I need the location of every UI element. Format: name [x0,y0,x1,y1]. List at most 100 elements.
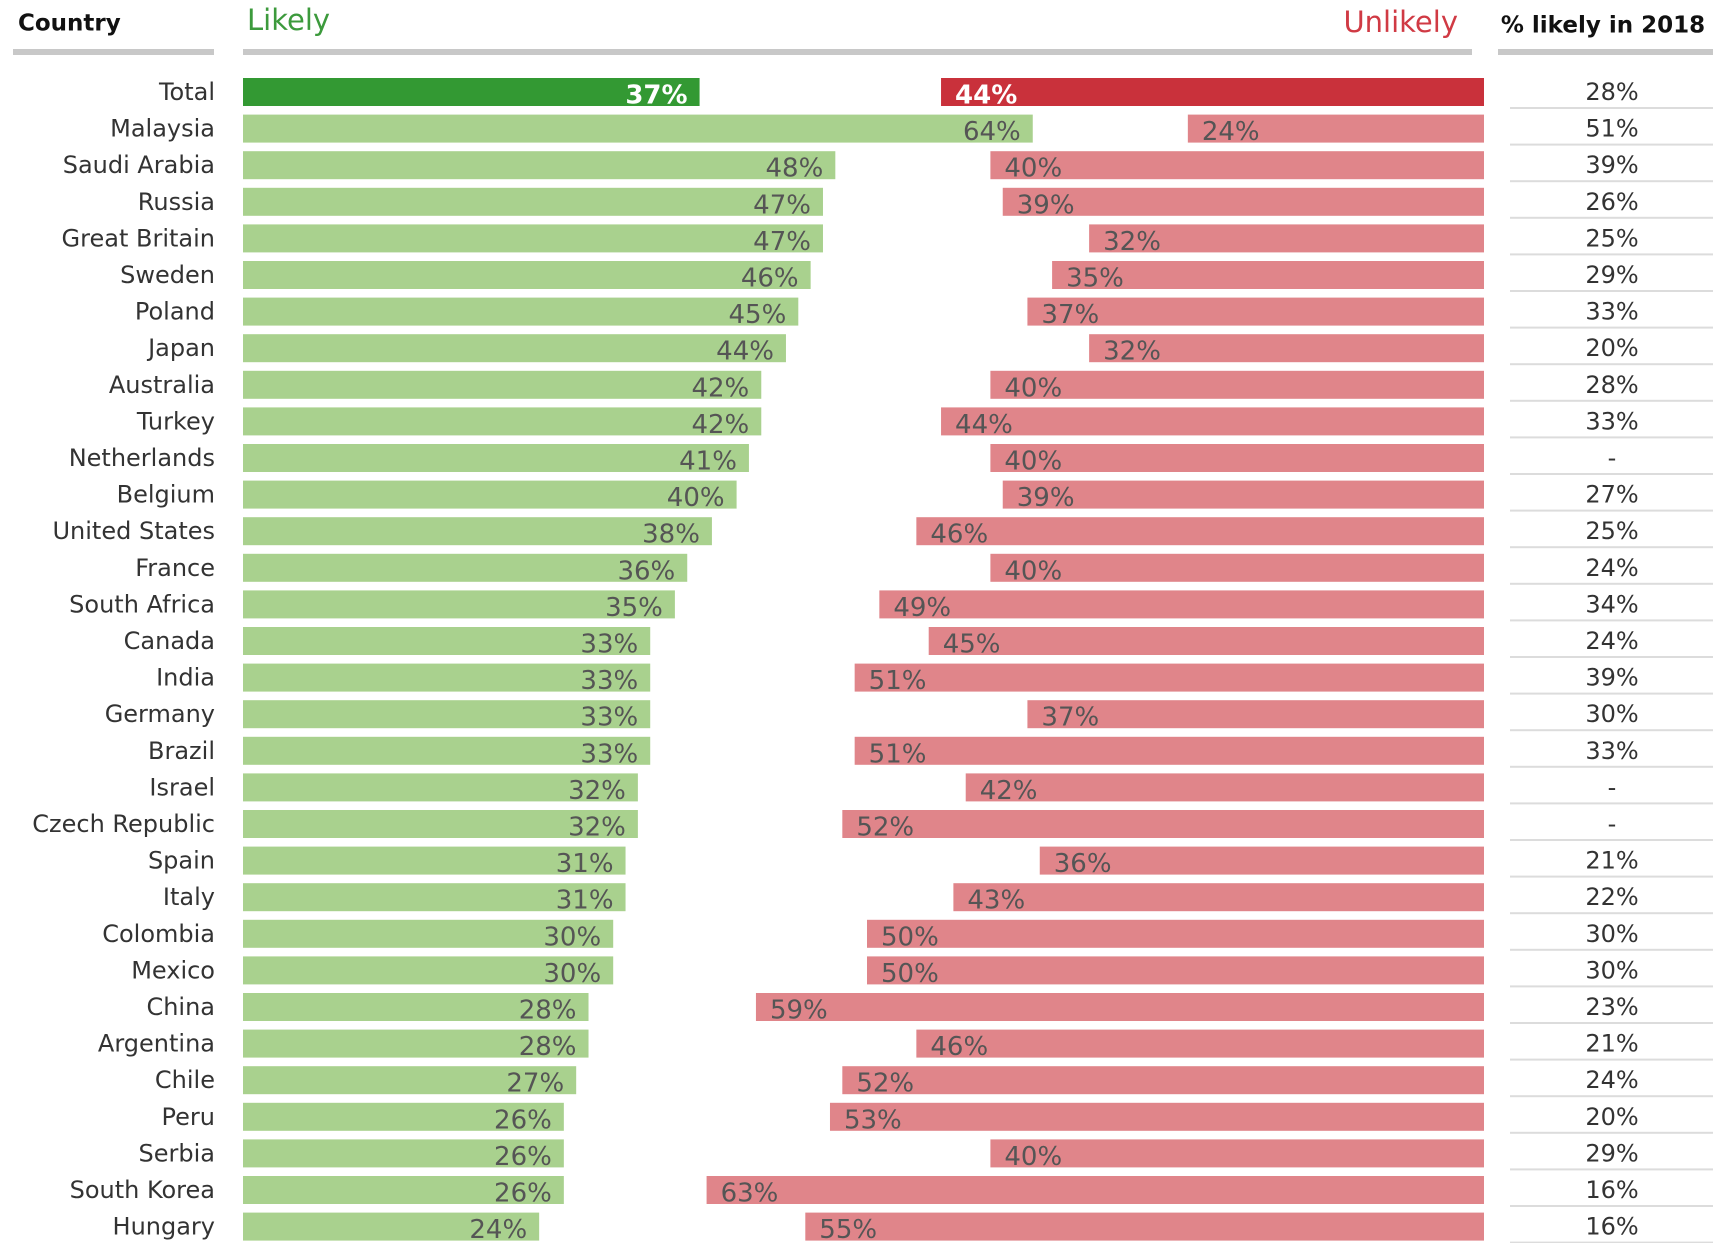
unlikely-bar [1027,297,1484,326]
row-rule [1510,912,1713,915]
unlikely-value-label: 63% [721,1179,779,1209]
unlikely-bar [990,444,1484,472]
unlikely-value-label: 37% [1041,300,1099,330]
row-rule [1510,216,1713,219]
category-label: Hungary [113,1213,215,1241]
likely-value-label: 47% [753,190,811,220]
row-rule [1510,839,1713,841]
column-value: 20% [1585,1103,1638,1131]
unlikely-value-label: 59% [770,996,828,1026]
likely-value-label: 28% [519,996,577,1026]
column-value: 21% [1585,847,1638,875]
unlikely-bar [990,370,1484,399]
row-rule [1510,1095,1713,1098]
likely-bar [243,517,712,546]
category-label: Russia [138,188,215,216]
likely-value-label: 46% [741,264,799,294]
unlikely-value-label: 50% [881,922,939,952]
unlikely-value-label: 42% [980,776,1038,806]
unlikely-value-label: 39% [1017,190,1075,220]
row-rule [1510,875,1713,878]
header-rule [243,49,1472,55]
likely-value-label: 28% [519,1032,577,1062]
likely-bar [243,736,651,765]
column-value: 29% [1585,1139,1638,1167]
unlikely-value-label: 49% [893,593,951,623]
category-label: Spain [148,847,215,875]
likely-bar [243,627,651,655]
likely-value-label: 26% [494,1142,552,1172]
likely-header: Likely [247,3,330,37]
unlikely-bar [1187,114,1484,143]
likely-value-label: 32% [568,776,626,806]
likely-value-label: 42% [691,410,749,440]
category-label: Israel [149,773,215,801]
unlikely-value-label: 50% [881,959,939,989]
category-label: Poland [135,298,215,326]
unlikely-bar [990,1139,1484,1168]
unlikely-bar [854,736,1484,765]
likely-bar [243,114,1033,143]
unlikely-bar [1089,224,1484,253]
row-rule [1510,290,1713,292]
row-rule [1510,107,1713,109]
likely-value-label: 30% [543,959,601,989]
row-rule [1510,326,1713,329]
unlikely-bar [1027,700,1484,729]
likely-value-label: 40% [667,483,725,513]
column-value: 23% [1585,993,1638,1021]
likely-bar [243,590,675,619]
row-rule [1510,948,1713,951]
likely-value-label: 38% [642,520,700,550]
likely-bar [243,370,762,399]
likely-value-label: 33% [580,739,638,769]
category-label: Japan [146,334,215,362]
likely-bar [243,224,823,253]
likely-value-label: 33% [580,630,638,660]
unlikely-value-label: 40% [1004,373,1062,403]
column-value: 20% [1585,334,1638,362]
category-label: France [135,554,215,582]
unlikely-header: Unlikely [1343,5,1458,39]
unlikely-bar [1002,187,1484,216]
unlikely-value-label: 45% [943,630,1001,660]
column-value: 25% [1585,517,1638,545]
category-label: Brazil [148,737,215,765]
unlikely-bar [755,993,1484,1021]
unlikely-bar [965,773,1484,802]
column-value: 29% [1585,261,1638,289]
column-value: 39% [1585,664,1638,692]
likely-bar [243,919,614,948]
unlikely-bar [953,883,1484,912]
unlikely-value-label: 46% [930,520,988,550]
row-rule [1510,1131,1713,1134]
unlikely-bar [990,151,1484,180]
row-rule [1510,619,1713,622]
column-value: 16% [1585,1213,1638,1241]
category-label: Belgium [117,481,215,509]
likely-bar [243,553,688,582]
unlikely-bar [1052,261,1484,289]
likely-bar [243,1102,564,1131]
category-label: Czech Republic [32,810,215,838]
likely-bar [243,334,786,363]
row-rule [1510,399,1713,402]
column-value: 28% [1585,371,1638,399]
likely-value-label: 26% [494,1105,552,1135]
likely-value-label: 44% [716,337,774,367]
likely-value-label: 33% [580,666,638,696]
column-value: 30% [1585,956,1638,984]
column-value: - [1608,810,1617,838]
category-label: Serbia [139,1139,215,1167]
category-label: South Africa [69,590,215,618]
column-value: 51% [1585,115,1638,143]
likely-value-label: 35% [605,593,663,623]
column-value: 34% [1585,590,1638,618]
unlikely-value-label: 55% [819,1215,877,1243]
unlikely-value-label: 35% [1066,264,1124,294]
row-rule [1510,1058,1713,1061]
likely-value-label: 31% [556,849,614,879]
column-value: - [1608,773,1617,801]
category-label: Colombia [102,920,215,948]
row-rule [1510,802,1713,805]
